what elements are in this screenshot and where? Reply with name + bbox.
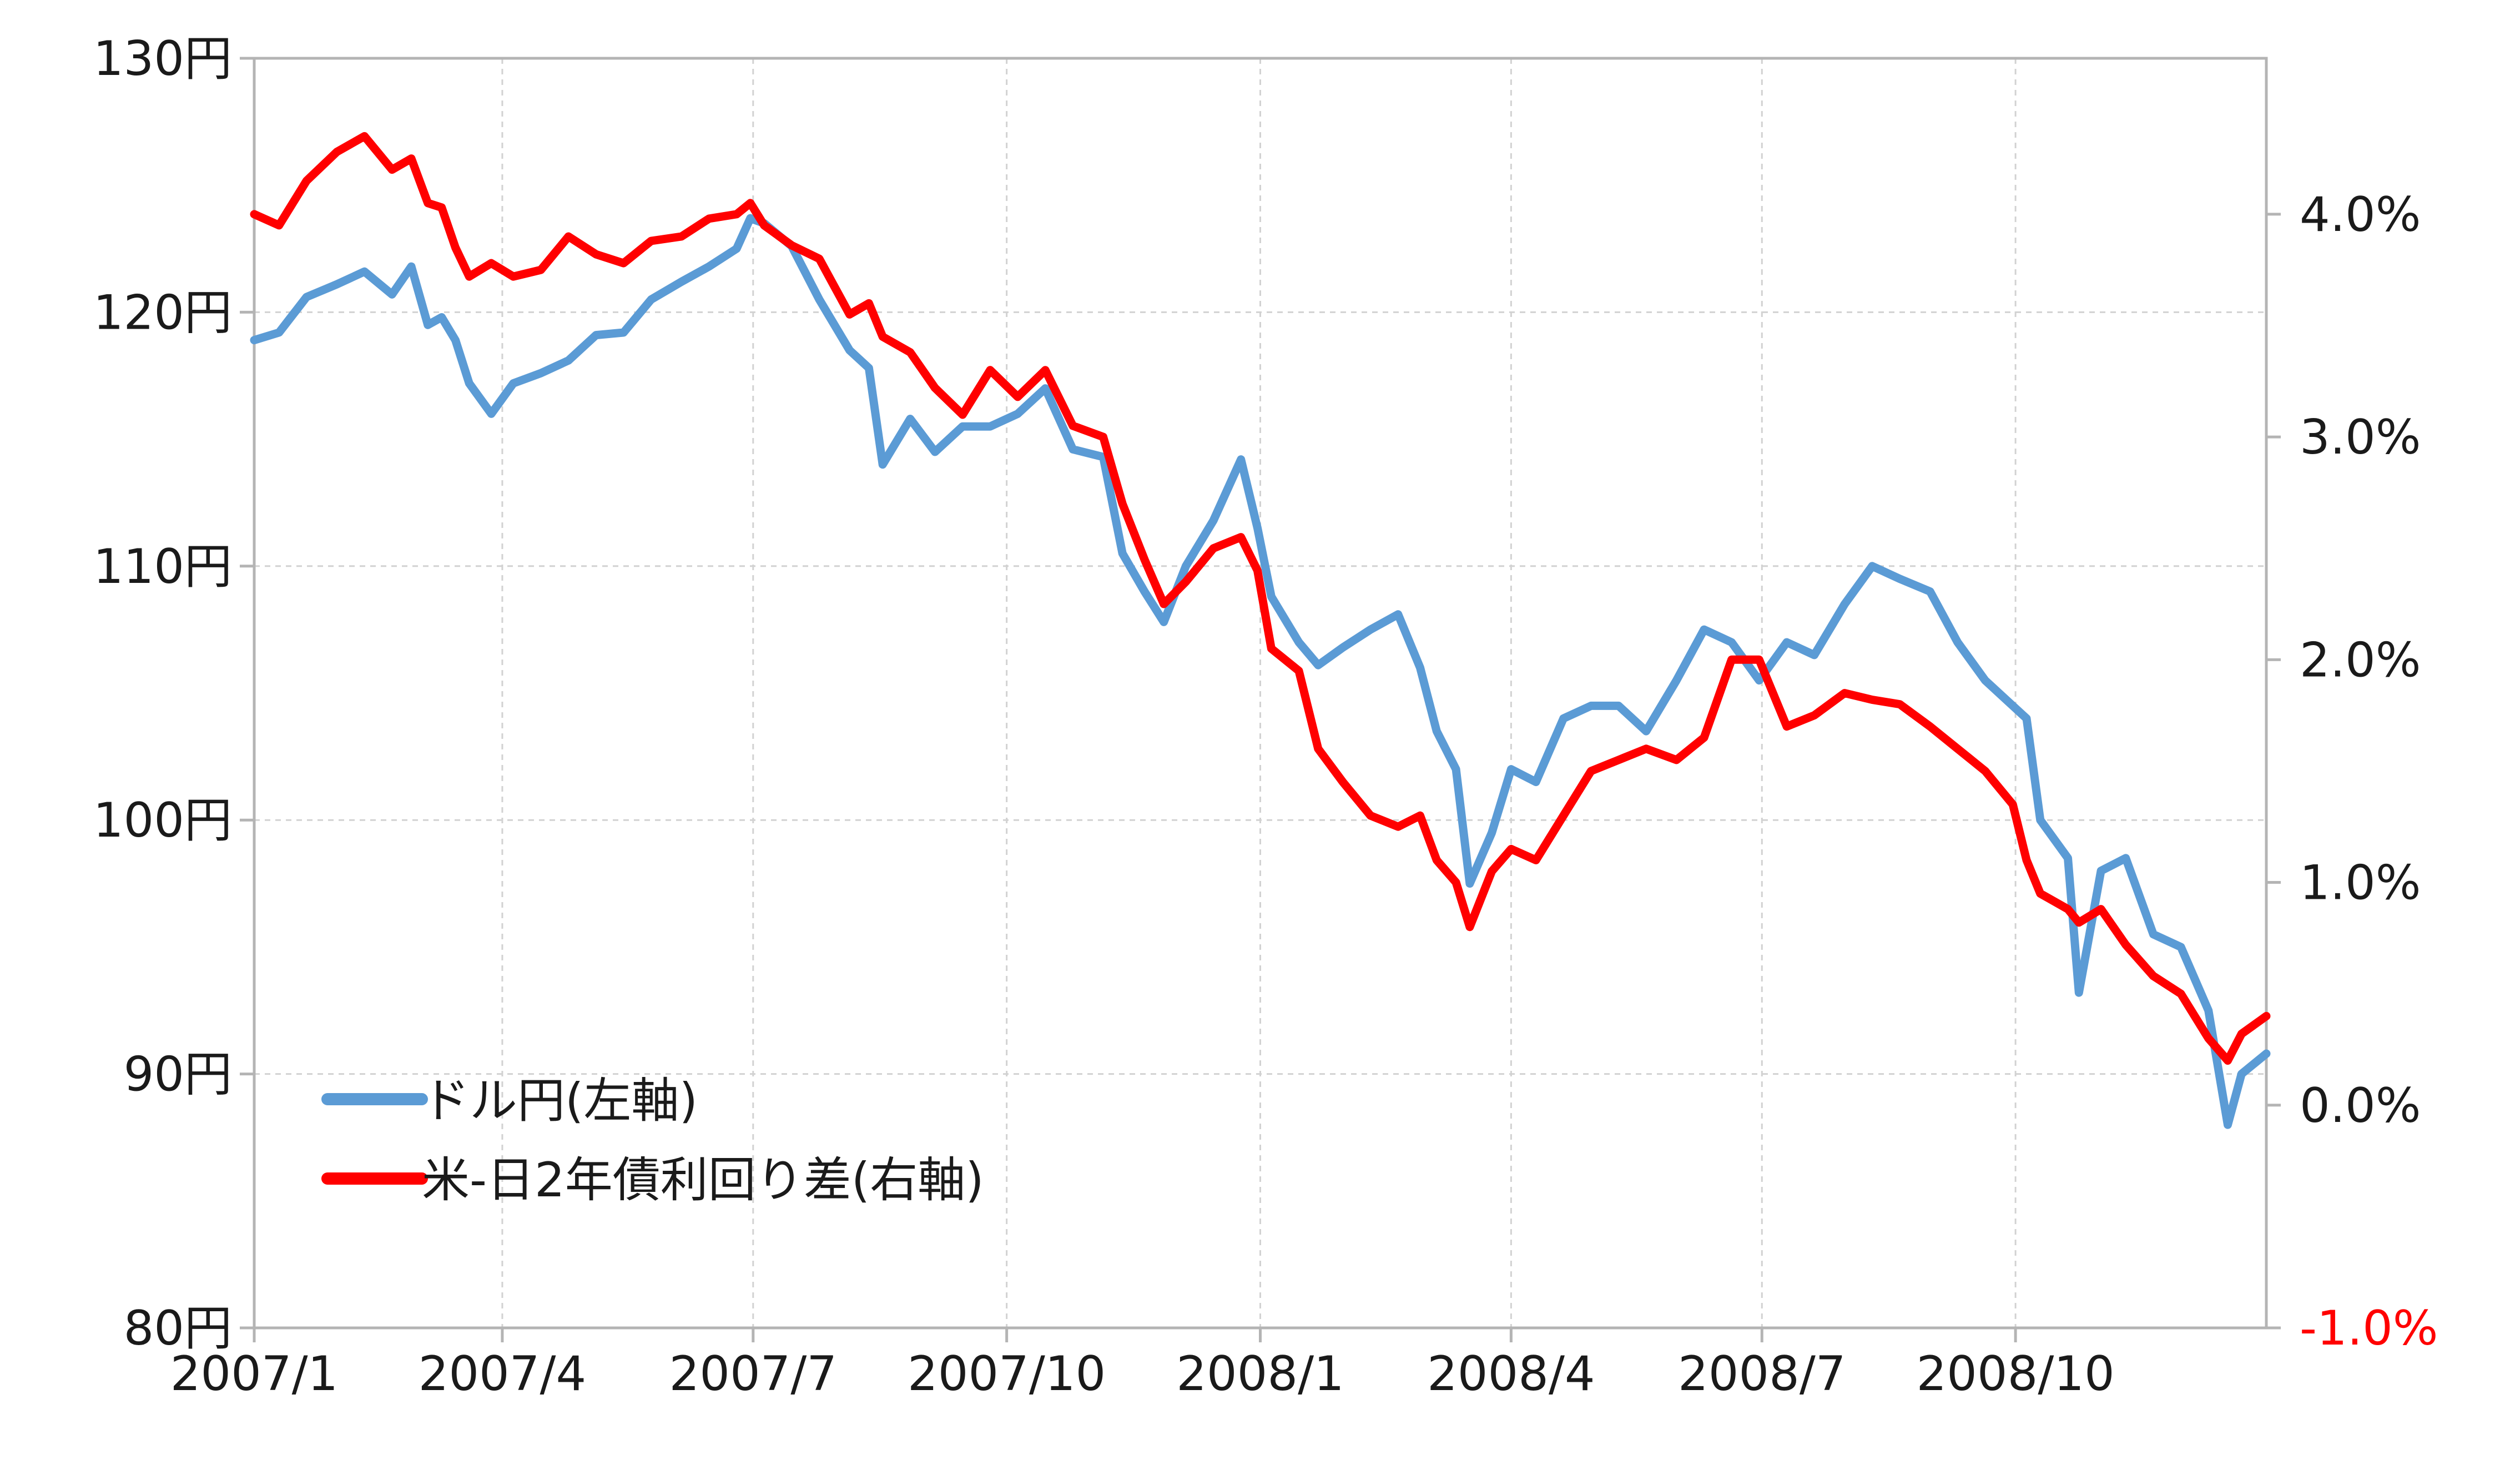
series-lines: [250, 132, 2271, 1129]
right-tick-label-2: 1.0%: [2300, 855, 2421, 911]
x-tick-label-3: 2007/10: [908, 1346, 1106, 1402]
series-line-1: [250, 132, 2271, 1065]
right-tick-label-3: 2.0%: [2300, 632, 2421, 688]
x-tick-label-0: 2007/1: [170, 1346, 339, 1402]
gridlines: [254, 57, 2266, 1328]
x-tick-label-1: 2007/4: [419, 1346, 587, 1402]
right-tick-label-5: 4.0%: [2300, 187, 2421, 243]
legend-label-usdjpy: ドル円(左軸): [422, 1073, 698, 1129]
left-tick-label-4: 120円: [93, 285, 232, 340]
legend-label-spread: 米-日2年債利回り差(右軸): [422, 1152, 984, 1208]
series-line-0: [250, 214, 2271, 1129]
left-tick-label-2: 100円: [93, 793, 232, 848]
axes: [240, 57, 2281, 1342]
x-tick-label-4: 2008/1: [1176, 1346, 1344, 1402]
right-tick-label-0: -1.0%: [2300, 1301, 2438, 1356]
x-tick-label-6: 2008/7: [1678, 1346, 1846, 1402]
left-tick-label-5: 130円: [93, 31, 232, 87]
right-tick-label-1: 0.0%: [2300, 1078, 2421, 1134]
x-tick-label-7: 2008/10: [1916, 1346, 2114, 1402]
x-tick-label-5: 2008/4: [1427, 1346, 1595, 1402]
left-tick-label-0: 80円: [124, 1301, 232, 1356]
tick-labels: 80円 90円 100円 110円 120円 130円 -1.0% 0.0% 1.0% 2.0% 3…: [93, 31, 2438, 1402]
left-tick-label-3: 110円: [93, 539, 232, 595]
legend: ドル円(左軸) 米-日2年債利回り差(右軸): [321, 1073, 984, 1208]
left-tick-label-1: 90円: [124, 1047, 232, 1103]
right-tick-label-4: 3.0%: [2300, 410, 2421, 465]
x-tick-label-2: 2007/7: [669, 1346, 838, 1402]
